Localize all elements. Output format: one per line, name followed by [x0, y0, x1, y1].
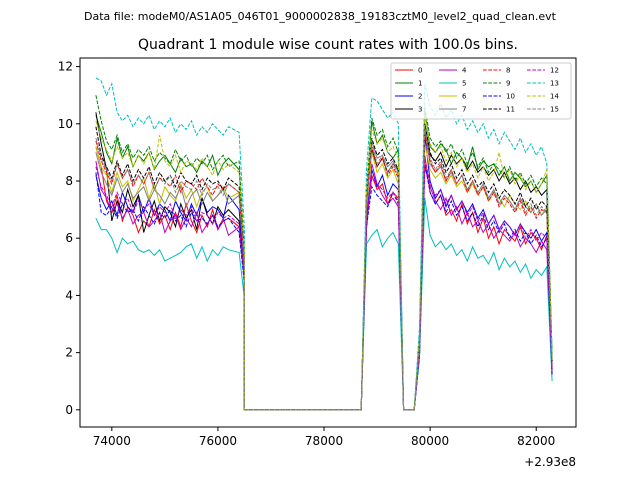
y-tick-label: 10	[58, 117, 73, 131]
legend-label-6: 6	[462, 93, 467, 101]
x-offset-label: +2.93e8	[524, 455, 576, 469]
series-line-12	[95, 157, 553, 411]
x-tick-label: 78000	[305, 434, 343, 448]
x-tick-label: 82000	[517, 434, 555, 448]
y-tick-label: 6	[65, 231, 73, 245]
legend-label-7: 7	[462, 106, 466, 114]
legend-label-9: 9	[506, 80, 510, 88]
x-tick-label: 76000	[199, 434, 237, 448]
y-tick-label: 8	[65, 174, 73, 188]
series-line-15	[95, 126, 553, 411]
legend-label-3: 3	[418, 106, 422, 114]
x-tick-label: 74000	[93, 434, 131, 448]
y-tick-label: 0	[65, 403, 73, 417]
legend-label-14: 14	[550, 93, 559, 101]
series-line-8	[95, 132, 553, 411]
legend-label-10: 10	[506, 93, 515, 101]
y-tick-label: 4	[65, 288, 73, 302]
legend-label-0: 0	[418, 67, 422, 75]
legend-label-8: 8	[506, 67, 510, 75]
series-line-2	[95, 135, 553, 411]
series-line-10	[95, 163, 553, 411]
axes-frame	[79, 57, 577, 428]
y-tick-label: 12	[58, 60, 73, 74]
legend-label-1: 1	[418, 80, 422, 88]
legend-label-11: 11	[506, 106, 515, 114]
chart-suptitle: Data file: modeM0/AS1A05_046T01_90000028…	[84, 10, 557, 23]
series-line-13	[95, 77, 553, 411]
legend-label-2: 2	[418, 93, 422, 101]
series-layer	[95, 77, 553, 411]
legend-label-15: 15	[550, 106, 559, 114]
series-line-7	[95, 129, 553, 411]
legend-label-4: 4	[462, 67, 467, 75]
legend-label-12: 12	[550, 67, 559, 75]
series-line-4	[95, 160, 553, 411]
x-tick-label: 80000	[411, 434, 449, 448]
chart-title: Quadrant 1 module wise count rates with …	[138, 37, 518, 53]
y-tick-label: 2	[65, 346, 73, 360]
legend-label-5: 5	[462, 80, 466, 88]
legend-box	[390, 62, 572, 120]
series-line-14	[95, 115, 553, 411]
legend-label-13: 13	[550, 80, 559, 88]
series-line-9	[95, 95, 553, 411]
